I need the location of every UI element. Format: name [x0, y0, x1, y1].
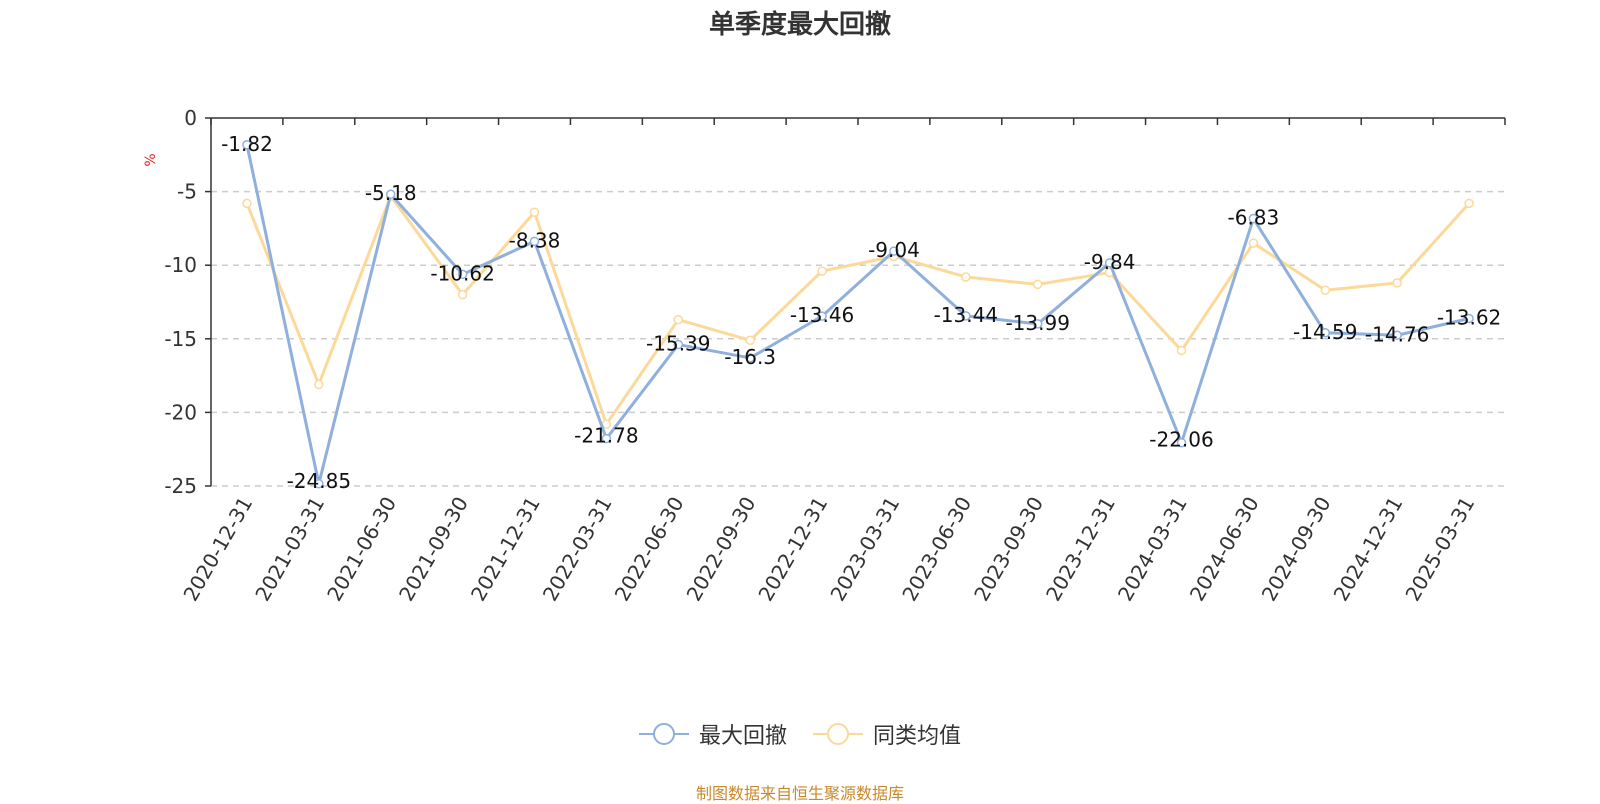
- y-tick-label: -5: [177, 180, 197, 204]
- data-point-peer-average: [1320, 285, 1331, 295]
- data-label: -13.44: [934, 303, 998, 327]
- data-point-max-drawdown: [601, 433, 612, 444]
- data-point-peer-average: [1464, 198, 1474, 209]
- legend-item-peer-average[interactable]: 同类均值: [813, 718, 961, 750]
- data-label: -13.62: [1437, 305, 1501, 329]
- data-point-peer-average: [745, 335, 755, 346]
- chart-legend: 最大回撤 同类均值: [0, 718, 1600, 750]
- data-label: -24.85: [287, 469, 351, 493]
- x-tick-label: 2022-09-30: [682, 493, 761, 606]
- data-point-peer-average: [457, 289, 468, 300]
- data-label: -5.18: [365, 181, 417, 205]
- data-point-max-drawdown: [457, 269, 468, 280]
- x-tick-label: 2021-09-30: [394, 492, 473, 605]
- x-tick-label: 2022-03-31: [538, 493, 617, 606]
- x-tick-label: 2023-06-30: [897, 492, 976, 605]
- data-label: -13.99: [1005, 311, 1069, 335]
- x-tick-label: 2024-06-30: [1185, 493, 1264, 606]
- x-tick-label: 2022-12-31: [753, 493, 832, 606]
- x-tick-label: 2022-06-30: [610, 493, 689, 606]
- legend-line-circle-icon: [813, 723, 863, 745]
- data-point-peer-average: [961, 272, 971, 282]
- x-tick-label: 2025-03-31: [1400, 493, 1479, 606]
- data-point-max-drawdown: [314, 479, 324, 489]
- series-line-max-drawdown: [245, 144, 1470, 486]
- data-label: -21.78: [574, 424, 638, 448]
- x-tick-label: 2023-09-30: [969, 493, 1048, 606]
- x-tick-label: 2023-03-31: [825, 493, 904, 606]
- source-note: 制图数据来自恒生聚源数据库: [695, 784, 904, 803]
- data-point-max-drawdown: [817, 311, 827, 321]
- data-point-max-drawdown: [385, 189, 396, 199]
- data-label: -14.59: [1293, 320, 1357, 344]
- data-point-max-drawdown: [1248, 213, 1259, 224]
- legend-label-peer-average: 同类均值: [873, 724, 962, 749]
- data-point-max-drawdown: [961, 311, 971, 321]
- data-point-max-drawdown: [1176, 437, 1187, 448]
- data-label: -22.06: [1149, 428, 1213, 452]
- data-label: -15.39: [646, 332, 710, 356]
- data-label: -8.38: [509, 228, 561, 252]
- legend-line-circle-icon: [638, 723, 689, 745]
- data-point-peer-average: [1248, 238, 1259, 248]
- series-line-peer-average: [245, 194, 1471, 426]
- y-tick-label: -25: [164, 474, 197, 498]
- data-point-peer-average: [673, 314, 684, 325]
- y-axis-unit-label: %: [143, 153, 159, 166]
- data-point-max-drawdown: [1392, 330, 1402, 341]
- data-label: -16.3: [724, 345, 776, 369]
- data-label: -9.04: [868, 238, 920, 262]
- data-point-max-drawdown: [889, 246, 899, 256]
- data-label: -13.46: [790, 303, 854, 327]
- data-point-max-drawdown: [1032, 319, 1043, 329]
- data-point-max-drawdown: [242, 140, 252, 150]
- y-tick-label: -10: [164, 253, 197, 277]
- data-point-max-drawdown: [673, 339, 684, 350]
- y-tick-label: 0: [184, 106, 197, 130]
- data-point-max-drawdown: [1104, 258, 1115, 268]
- x-tick-label: 2021-06-30: [322, 493, 401, 606]
- data-label: -6.83: [1228, 206, 1280, 230]
- data-label: -1.82: [221, 132, 273, 156]
- data-point-peer-average: [1032, 279, 1043, 290]
- data-point-max-drawdown: [529, 236, 540, 247]
- x-tick-label: 2024-12-31: [1329, 493, 1408, 606]
- data-point-max-drawdown: [745, 353, 755, 363]
- data-label: -9.84: [1084, 250, 1136, 274]
- data-point-peer-average: [314, 379, 324, 390]
- x-tick-label: 2024-09-30: [1257, 493, 1336, 606]
- data-label: -10.62: [430, 261, 494, 285]
- x-tick-label: 2024-03-31: [1113, 493, 1192, 606]
- y-tick-label: -15: [164, 327, 197, 351]
- x-tick-label: 2023-12-31: [1041, 493, 1120, 606]
- data-label: -14.76: [1365, 322, 1429, 346]
- legend-label-max-drawdown: 最大回撤: [698, 724, 787, 749]
- x-tick-label: 2021-03-31: [250, 493, 329, 606]
- y-tick-label: -20: [164, 400, 197, 424]
- chart-title: 单季度最大回撤: [708, 10, 891, 40]
- data-point-peer-average: [529, 207, 540, 217]
- data-point-max-drawdown: [1320, 328, 1331, 338]
- data-point-peer-average: [817, 266, 827, 276]
- data-point-peer-average: [1392, 278, 1402, 288]
- data-point-peer-average: [1176, 345, 1187, 356]
- legend-item-max-drawdown[interactable]: 最大回撤: [638, 718, 787, 750]
- x-tick-label: 2021-12-31: [466, 493, 545, 606]
- data-point-peer-average: [242, 198, 252, 209]
- x-tick-label: 2020-12-31: [178, 493, 257, 606]
- data-point-max-drawdown: [1464, 313, 1474, 324]
